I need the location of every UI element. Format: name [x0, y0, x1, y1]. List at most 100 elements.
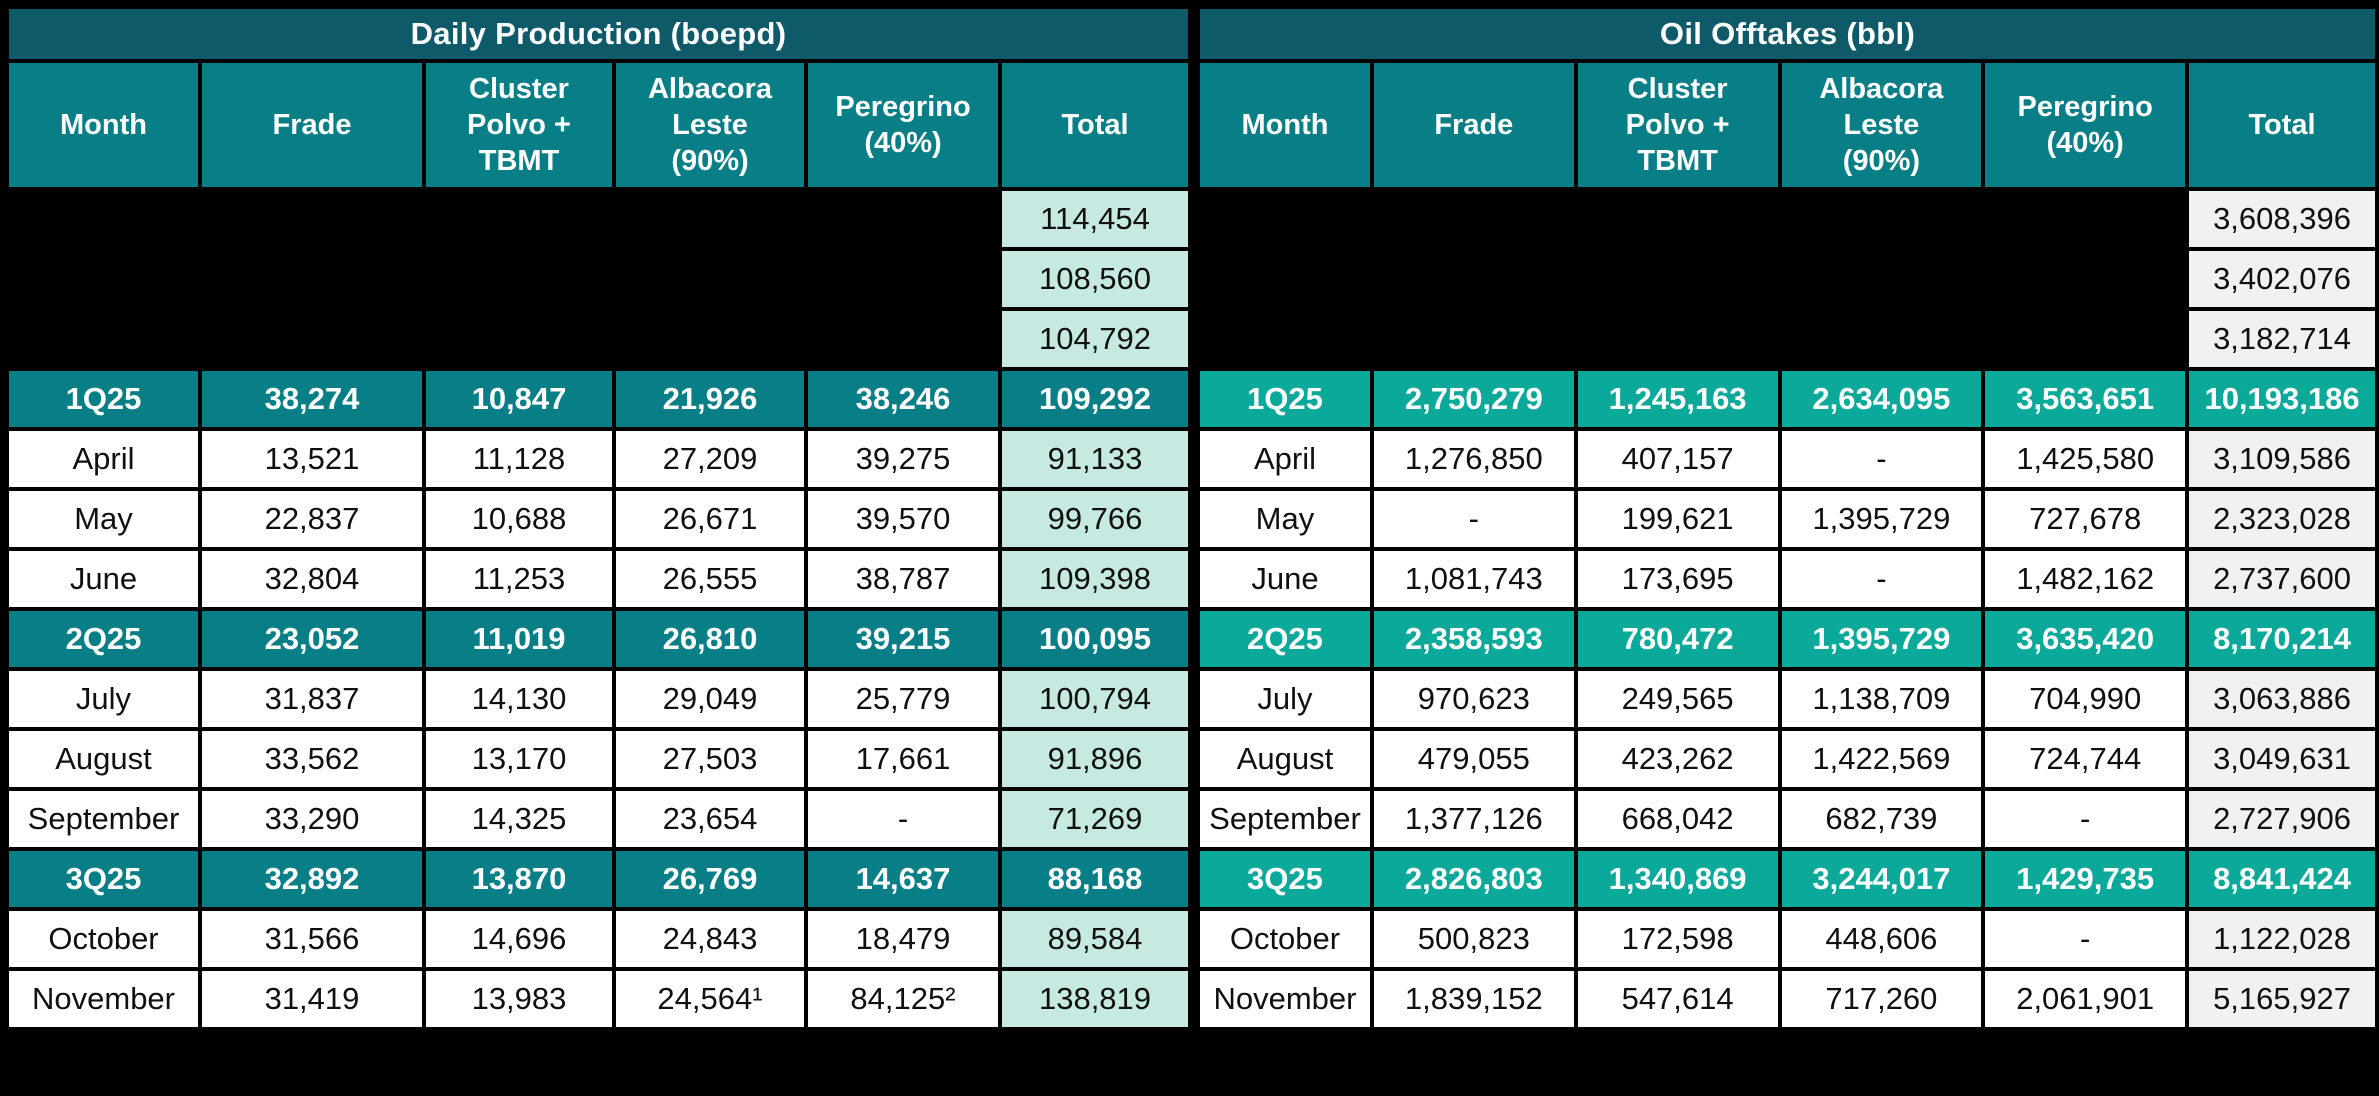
quarter-row: 1Q25 38,274 10,847 21,926 38,246 109,292	[5, 367, 1192, 431]
month-label-cell: June	[5, 547, 202, 611]
quarter-value-cell: 1Q25	[5, 367, 202, 431]
total-value-cell: 114,454	[998, 187, 1192, 251]
value-cell: 724,744	[1981, 727, 2190, 791]
quarter-value-cell: 1,395,729	[1777, 607, 1986, 671]
value-cell: 84,125²	[804, 967, 1002, 1031]
value-cell: 32,804	[198, 547, 426, 611]
value-cell: 13,170	[422, 727, 616, 791]
month-label-cell: October	[1196, 907, 1374, 971]
redacted-cell	[1981, 307, 2190, 371]
value-cell: 547,614	[1573, 967, 1782, 1031]
quarter-value-cell: 3,244,017	[1777, 847, 1986, 911]
value-cell: 172,598	[1573, 907, 1782, 971]
value-cell: 26,671	[612, 487, 808, 551]
month-row: May 22,837 10,688 26,671 39,570 99,766	[5, 487, 1192, 551]
total-value-cell: 3,402,076	[2185, 247, 2379, 311]
total-value-cell: 99,766	[998, 487, 1192, 551]
quarter-total-cell: 8,170,214	[2185, 607, 2379, 671]
value-cell: 173,695	[1573, 547, 1782, 611]
quarter-total-cell: 8,841,424	[2185, 847, 2379, 911]
redacted-cell	[422, 307, 616, 371]
month-label-cell: May	[1196, 487, 1374, 551]
redacted-cell	[5, 187, 202, 251]
value-cell: 22,837	[198, 487, 426, 551]
redacted-row: 114,454	[5, 187, 1192, 251]
title-row: Oil Offtakes (bbl)	[1196, 5, 2379, 63]
quarter-value-cell: 3,635,420	[1981, 607, 2190, 671]
value-cell: 13,983	[422, 967, 616, 1031]
month-row: August 33,562 13,170 27,503 17,661 91,896	[5, 727, 1192, 791]
column-header: Month	[1196, 59, 1374, 191]
value-cell: 31,837	[198, 667, 426, 731]
quarter-value-cell: 32,892	[198, 847, 426, 911]
total-value-cell: 3,608,396	[2185, 187, 2379, 251]
redacted-cell	[804, 307, 1002, 371]
month-label-cell: July	[5, 667, 202, 731]
value-cell: 11,253	[422, 547, 616, 611]
value-cell: 668,042	[1573, 787, 1782, 851]
title-row: Daily Production (boepd)	[5, 5, 1192, 63]
quarter-value-cell: 23,052	[198, 607, 426, 671]
value-cell: -	[1981, 787, 2190, 851]
redacted-cell	[612, 187, 808, 251]
quarter-row: 3Q25 2,826,803 1,340,869 3,244,017 1,429,735…	[1196, 847, 2379, 911]
total-value-cell: 2,323,028	[2185, 487, 2379, 551]
total-value-cell: 104,792	[998, 307, 1192, 371]
redacted-row: 108,560	[5, 247, 1192, 311]
redacted-cell	[1573, 187, 1782, 251]
quarter-value-cell: 13,870	[422, 847, 616, 911]
quarter-value-cell: 1,245,163	[1573, 367, 1782, 431]
value-cell: 1,839,152	[1369, 967, 1578, 1031]
column-header: Peregrino (40%)	[1981, 59, 2190, 191]
quarter-value-cell: 780,472	[1573, 607, 1782, 671]
value-cell: -	[1777, 547, 1986, 611]
month-row: April 1,276,850 407,157-1,425,580 3,109,586	[1196, 427, 2379, 491]
value-cell: 13,521	[198, 427, 426, 491]
month-row: July 970,623 249,565 1,138,709 704,990 3,063,…	[1196, 667, 2379, 731]
quarter-total-cell: 109,292	[998, 367, 1192, 431]
redacted-row: 3,608,396	[1196, 187, 2379, 251]
value-cell: 1,138,709	[1777, 667, 1986, 731]
total-value-cell: 100,794	[998, 667, 1192, 731]
value-cell: 29,049	[612, 667, 808, 731]
total-value-cell: 5,165,927	[2185, 967, 2379, 1031]
redacted-cell	[1981, 187, 2190, 251]
column-header: Frade	[198, 59, 426, 191]
month-row: October 500,823 172,598 448,606-1,122,028	[1196, 907, 2379, 971]
quarter-row: 1Q25 2,750,279 1,245,163 2,634,095 3,563,651…	[1196, 367, 2379, 431]
value-cell: 27,209	[612, 427, 808, 491]
redacted-cell	[1369, 247, 1578, 311]
value-cell: 407,157	[1573, 427, 1782, 491]
month-row: November 1,839,152 547,614 717,260 2,061,901…	[1196, 967, 2379, 1031]
month-label-cell: April	[5, 427, 202, 491]
redacted-cell	[1196, 307, 1374, 371]
value-cell: 39,570	[804, 487, 1002, 551]
value-cell: 33,290	[198, 787, 426, 851]
quarter-row: 2Q25 23,052 11,019 26,810 39,215 100,095	[5, 607, 1192, 671]
quarter-value-cell: 10,847	[422, 367, 616, 431]
redacted-cell	[198, 187, 426, 251]
total-value-cell: 109,398	[998, 547, 1192, 611]
month-label-cell: September	[1196, 787, 1374, 851]
redacted-cell	[1777, 307, 1986, 371]
value-cell: 479,055	[1369, 727, 1578, 791]
value-cell: 10,688	[422, 487, 616, 551]
quarter-value-cell: 38,274	[198, 367, 426, 431]
value-cell: 17,661	[804, 727, 1002, 791]
month-row: May -199,621 1,395,729 727,678 2,323,028	[1196, 487, 2379, 551]
redacted-cell	[1369, 187, 1578, 251]
value-cell: 25,779	[804, 667, 1002, 731]
value-cell: 704,990	[1981, 667, 2190, 731]
month-label-cell: October	[5, 907, 202, 971]
value-cell: 26,555	[612, 547, 808, 611]
value-cell: 14,325	[422, 787, 616, 851]
table-title: Daily Production (boepd)	[5, 5, 1192, 63]
daily-production-table: Daily Production (boepd) Month Frade Cluste…	[5, 5, 1192, 1031]
quarter-value-cell: 39,215	[804, 607, 1002, 671]
redacted-row: 3,402,076	[1196, 247, 2379, 311]
quarter-value-cell: 11,019	[422, 607, 616, 671]
redacted-cell	[1573, 247, 1782, 311]
value-cell: 33,562	[198, 727, 426, 791]
total-value-cell: 2,727,906	[2185, 787, 2379, 851]
month-row: November 31,419 13,983 24,564¹ 84,125² 138,81…	[5, 967, 1192, 1031]
